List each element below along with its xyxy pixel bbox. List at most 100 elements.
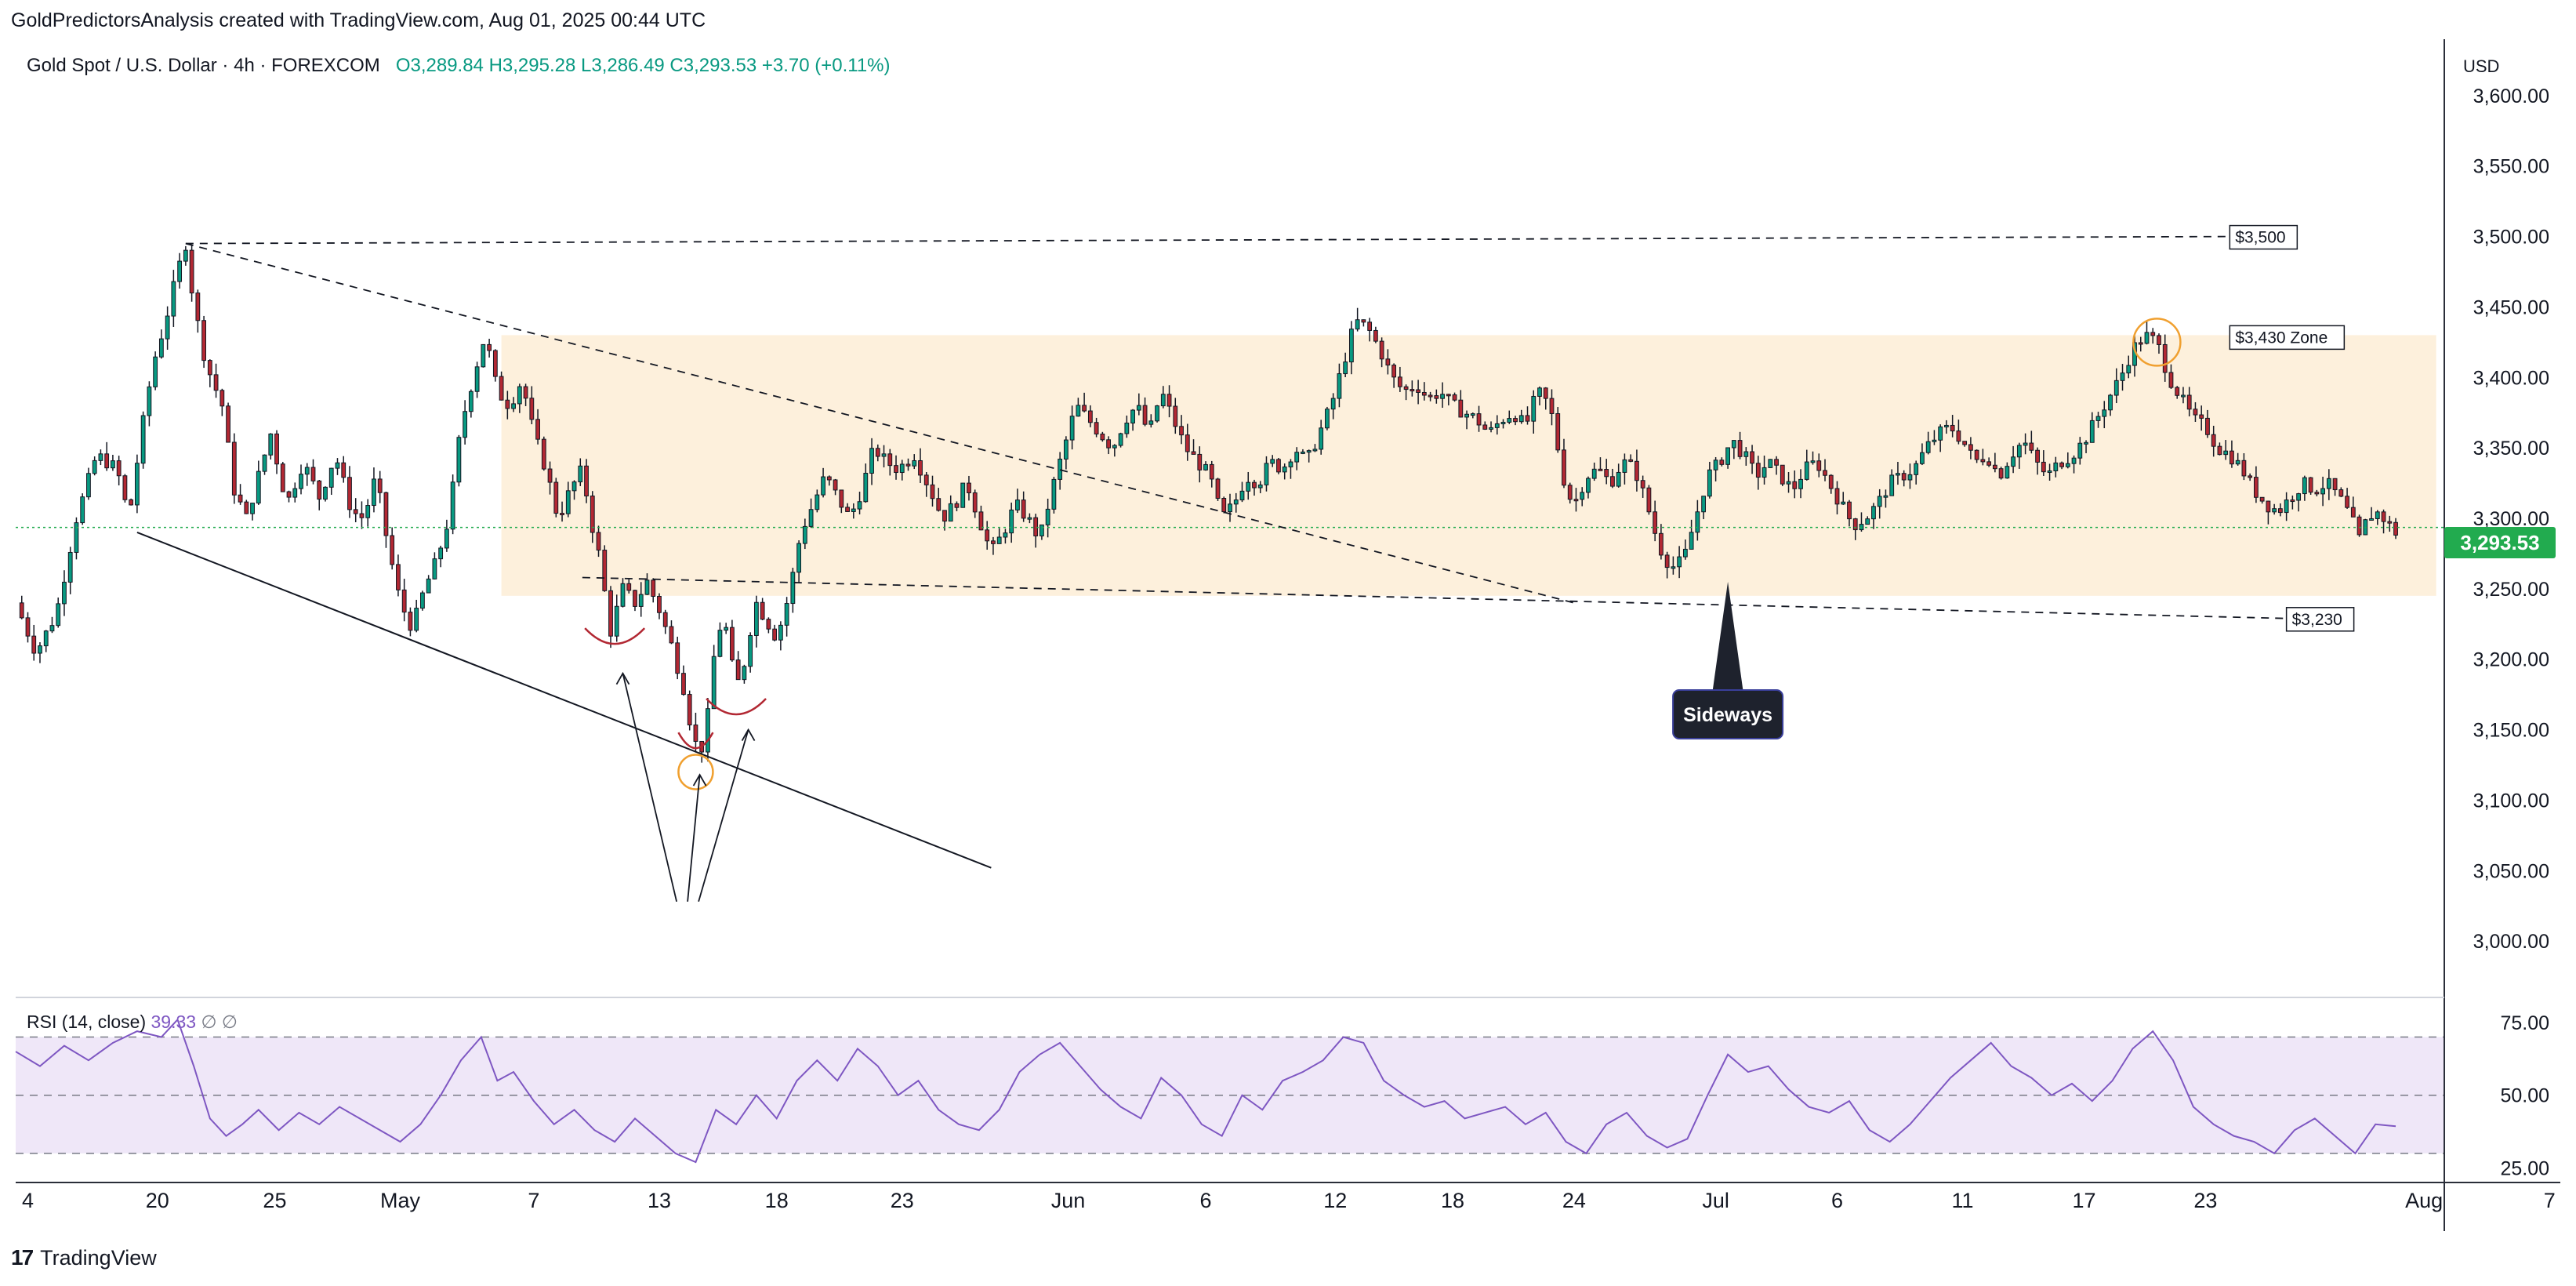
- candle-down: [353, 509, 358, 514]
- candle-down: [2387, 521, 2393, 524]
- candle-up: [1798, 478, 1803, 489]
- candle-down: [2241, 460, 2247, 477]
- candle-down: [2029, 442, 2034, 451]
- candle-down: [2138, 342, 2143, 345]
- candle-down: [2277, 508, 2283, 514]
- candle-down: [1750, 451, 1754, 464]
- symbol-legend[interactable]: Gold Spot / U.S. Dollar · 4h · FOREXCOM …: [27, 55, 891, 77]
- candle-down: [833, 479, 838, 491]
- candle-down: [1816, 460, 1822, 471]
- candle-down: [1476, 413, 1482, 426]
- candle-down: [662, 612, 668, 627]
- rsi-layer: [15, 1018, 2444, 1164]
- candle-up: [1768, 459, 1773, 468]
- head-arc: [677, 732, 714, 750]
- candle-down: [2035, 449, 2040, 463]
- candle-up: [565, 490, 571, 514]
- candle-down: [529, 398, 535, 420]
- candle-down: [122, 475, 128, 500]
- candle-up: [2071, 457, 2077, 464]
- rsi-legend[interactable]: RSI (14, close) 39.33 ∅ ∅: [27, 1012, 238, 1033]
- candle-up: [372, 478, 376, 507]
- candle-down: [1555, 412, 1561, 451]
- candle-down: [553, 481, 559, 514]
- candle-up: [1233, 500, 1239, 505]
- symbol-name[interactable]: Gold Spot / U.S. Dollar · 4h · FOREXCOM: [27, 55, 380, 76]
- candle-down: [2162, 343, 2168, 373]
- candle-up: [134, 463, 140, 506]
- candle-up: [644, 579, 650, 595]
- candle-up: [256, 470, 261, 504]
- sideways-callout-pointer: [1712, 581, 1744, 694]
- candle-up: [299, 474, 303, 489]
- candle-down: [1737, 440, 1743, 457]
- candle-down: [492, 350, 498, 377]
- rsi-tick-label: 50.00: [2500, 1085, 2549, 1107]
- candle-up: [67, 551, 73, 583]
- candle-down: [1834, 488, 1840, 505]
- candle-up: [1228, 503, 1232, 513]
- candle-up: [1118, 433, 1123, 446]
- candle-down: [687, 694, 692, 725]
- candle-up: [1500, 421, 1506, 424]
- price-tick-label: 3,300.00: [2473, 508, 2549, 530]
- candle-down: [875, 448, 880, 457]
- candle-up: [881, 453, 887, 457]
- candle-up: [1507, 418, 1512, 423]
- candle-up: [1312, 449, 1318, 452]
- candle-up: [1494, 423, 1500, 428]
- sideways-label: Sideways: [1683, 704, 1772, 726]
- candle-down: [1549, 398, 1555, 414]
- candle-down: [116, 460, 122, 477]
- pattern-arrow-head: [615, 671, 630, 685]
- candle-down: [1373, 329, 1378, 342]
- candle-down: [408, 612, 413, 631]
- candle-down: [923, 474, 929, 485]
- candle-down: [1179, 426, 1184, 436]
- time-tick-label: 18: [1441, 1189, 1464, 1212]
- rsi-label[interactable]: RSI (14, close): [27, 1012, 147, 1032]
- candle-up: [1155, 405, 1159, 422]
- candle-up: [1841, 501, 1846, 505]
- candle-down: [1974, 449, 1979, 460]
- candle-up: [614, 605, 619, 637]
- candle-up: [2077, 442, 2083, 459]
- candle-up: [2284, 500, 2289, 514]
- time-tick-label: 13: [648, 1189, 671, 1212]
- time-tick-label: 23: [891, 1189, 914, 1212]
- candle-down: [2338, 489, 2344, 497]
- candle-up: [328, 467, 334, 488]
- candle-down: [2345, 496, 2349, 508]
- top-highlight-circle: [2132, 318, 2182, 367]
- currency-label[interactable]: USD: [2463, 56, 2500, 76]
- candle-up: [784, 603, 789, 626]
- candle-up: [268, 433, 274, 456]
- candle-up: [948, 503, 953, 522]
- drawings-layer: $3,500 $3,430 Zone $3,230 Sideways: [16, 224, 2444, 903]
- candle-up: [250, 503, 255, 514]
- time-tick-label: 12: [1323, 1189, 1347, 1212]
- candle-up: [2102, 409, 2107, 417]
- pattern-arrow-head: [692, 773, 707, 786]
- candle-up: [742, 666, 747, 681]
- candle-down: [244, 501, 249, 514]
- time-tick-label: May: [380, 1189, 421, 1212]
- time-tick-label: 11: [1952, 1189, 1974, 1212]
- candle-down: [2175, 387, 2180, 396]
- candle-up: [1051, 478, 1057, 510]
- lower-trendline: [136, 532, 992, 869]
- candle-down: [954, 503, 960, 508]
- candle-up: [1932, 439, 1937, 442]
- candle-up: [517, 386, 522, 405]
- candle-down: [1950, 424, 1955, 432]
- candle-up: [98, 453, 103, 461]
- candle-up: [711, 656, 717, 710]
- candle-down: [1962, 441, 1968, 445]
- candle-down: [317, 480, 322, 500]
- candle-down: [1087, 410, 1093, 423]
- candle-up: [1586, 478, 1591, 493]
- candle-down: [2254, 477, 2259, 498]
- candle-down: [201, 320, 206, 361]
- footer-brand[interactable]: 17 TradingView: [11, 1245, 157, 1270]
- candle-down: [2248, 475, 2253, 478]
